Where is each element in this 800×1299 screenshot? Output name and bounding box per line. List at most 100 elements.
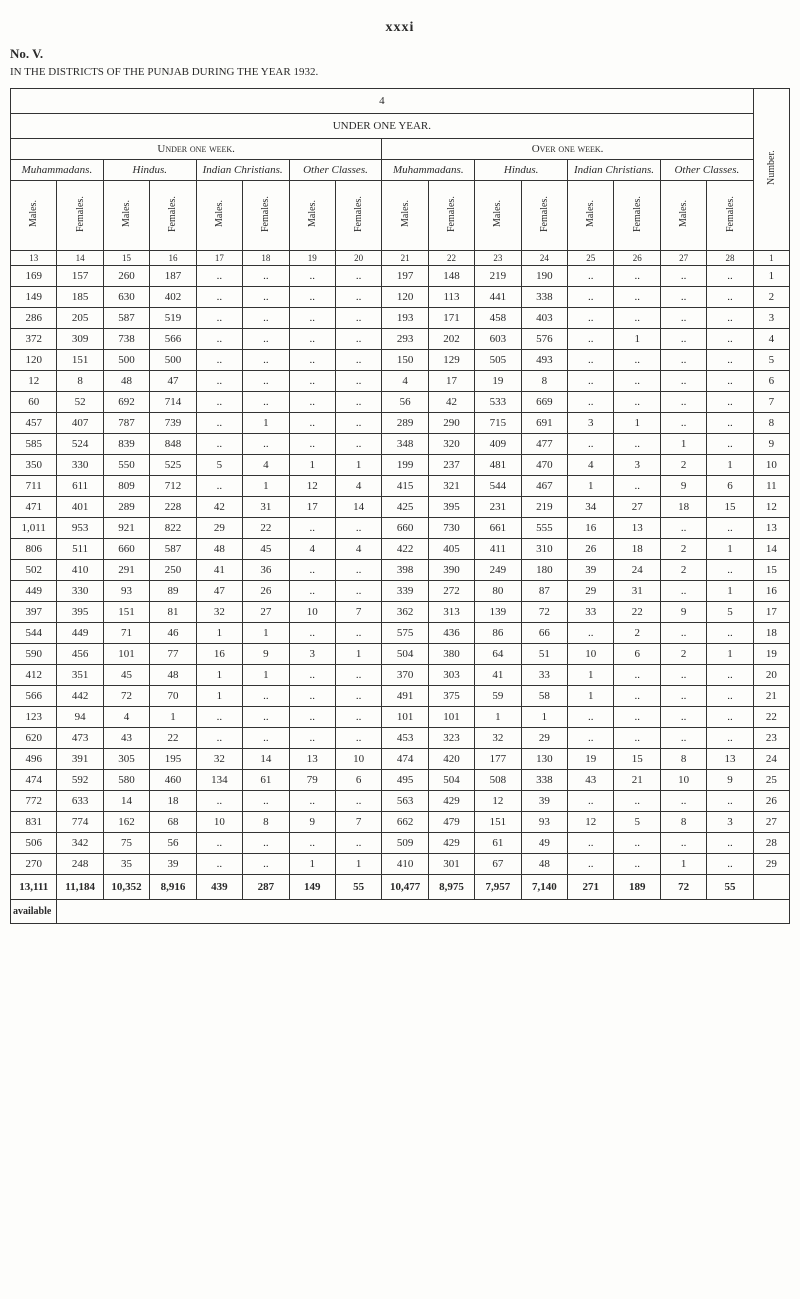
cell: 669 — [521, 392, 567, 413]
cell: 6 — [753, 371, 789, 392]
cell: .. — [289, 707, 335, 728]
cell: .. — [196, 308, 242, 329]
table-row: 3973951518132271073623131397233229517 — [11, 602, 790, 623]
cell: 237 — [428, 455, 474, 476]
cell: 248 — [57, 854, 103, 875]
cell: 197 — [382, 266, 428, 287]
cell: .. — [196, 329, 242, 350]
table-body: 169157260187........197148219190........… — [11, 266, 790, 875]
cell: 1 — [660, 854, 706, 875]
cell: 72 — [521, 602, 567, 623]
cell: 86 — [475, 623, 521, 644]
hdr-hindu-o: Hindus. — [475, 160, 568, 181]
cell: 587 — [103, 308, 149, 329]
table-row: 44933093894726....33927280872931..116 — [11, 581, 790, 602]
cell: .. — [243, 686, 289, 707]
cell: .. — [660, 371, 706, 392]
header-number: Number. — [753, 89, 789, 251]
table-row: 7726331418........5634291239........26 — [11, 791, 790, 812]
cell: 260 — [103, 266, 149, 287]
cell: 39 — [150, 854, 196, 875]
cell: 330 — [57, 455, 103, 476]
cell: 714 — [150, 392, 196, 413]
table-row: 6204734322........4533233229........23 — [11, 728, 790, 749]
table-row: 585524839848........348320409477....1..9 — [11, 434, 790, 455]
cell: .. — [243, 854, 289, 875]
total-cell: 55 — [707, 875, 753, 900]
cell: 3 — [568, 413, 614, 434]
cell: .. — [289, 308, 335, 329]
cell: .. — [243, 392, 289, 413]
cell: .. — [707, 728, 753, 749]
cell: 180 — [521, 560, 567, 581]
cell: 1 — [289, 455, 335, 476]
cell: .. — [660, 329, 706, 350]
cell: 481 — [475, 455, 521, 476]
cell: .. — [568, 791, 614, 812]
cell: .. — [289, 350, 335, 371]
cell: .. — [196, 350, 242, 371]
cell: 508 — [475, 770, 521, 791]
cell: 429 — [428, 791, 474, 812]
cell: .. — [707, 308, 753, 329]
cell: .. — [335, 791, 381, 812]
cell: .. — [243, 434, 289, 455]
table-row: 1284847........417198........6 — [11, 371, 790, 392]
cell: .. — [289, 392, 335, 413]
cell: 9 — [753, 434, 789, 455]
cell: 1 — [243, 665, 289, 686]
cell: 550 — [103, 455, 149, 476]
cell: 17 — [289, 497, 335, 518]
cell: .. — [660, 350, 706, 371]
cell: 1 — [614, 413, 660, 434]
total-cell: 10,477 — [382, 875, 428, 900]
cell: .. — [568, 707, 614, 728]
cell: .. — [289, 686, 335, 707]
cell: .. — [289, 728, 335, 749]
cell: 219 — [475, 266, 521, 287]
column-number-row: 131415161718192021222324252627281 — [11, 251, 790, 266]
cell: 289 — [382, 413, 428, 434]
cell: 48 — [196, 539, 242, 560]
cell: .. — [568, 392, 614, 413]
col-num: 1 — [753, 251, 789, 266]
cell: .. — [243, 707, 289, 728]
cell: 533 — [475, 392, 521, 413]
cell: .. — [707, 350, 753, 371]
cell: 506 — [11, 833, 57, 854]
cell: 249 — [475, 560, 521, 581]
cell: 291 — [103, 560, 149, 581]
cell: .. — [614, 266, 660, 287]
cell: 35 — [103, 854, 149, 875]
cell: 120 — [11, 350, 57, 371]
cell: .. — [568, 329, 614, 350]
cell: .. — [243, 371, 289, 392]
cell: 4 — [103, 707, 149, 728]
cell: 477 — [521, 434, 567, 455]
cell: 372 — [11, 329, 57, 350]
total-cell — [753, 875, 789, 900]
cell: 29 — [568, 581, 614, 602]
cell: 1 — [150, 707, 196, 728]
cell: 46 — [150, 623, 196, 644]
table-row: 457407787739..1....28929071569131....8 — [11, 413, 790, 434]
table-row: 4745925804601346179649550450833843211092… — [11, 770, 790, 791]
cell: 36 — [243, 560, 289, 581]
col-num: 19 — [289, 251, 335, 266]
cell: 28 — [753, 833, 789, 854]
table-row: 5063427556........5094296149........28 — [11, 833, 790, 854]
cell: 25 — [753, 770, 789, 791]
cell: 18 — [660, 497, 706, 518]
cell: 7 — [335, 602, 381, 623]
cell: 323 — [428, 728, 474, 749]
table-row: 6052692714........5642533669........7 — [11, 392, 790, 413]
cell: 395 — [57, 602, 103, 623]
cell: .. — [568, 728, 614, 749]
table-row: 1,0119539218222922....6607306615551613..… — [11, 518, 790, 539]
cell: .. — [568, 266, 614, 287]
cell: 205 — [57, 308, 103, 329]
cell: 32 — [196, 749, 242, 770]
cell: 20 — [753, 665, 789, 686]
cell: 338 — [521, 770, 567, 791]
cell: 555 — [521, 518, 567, 539]
